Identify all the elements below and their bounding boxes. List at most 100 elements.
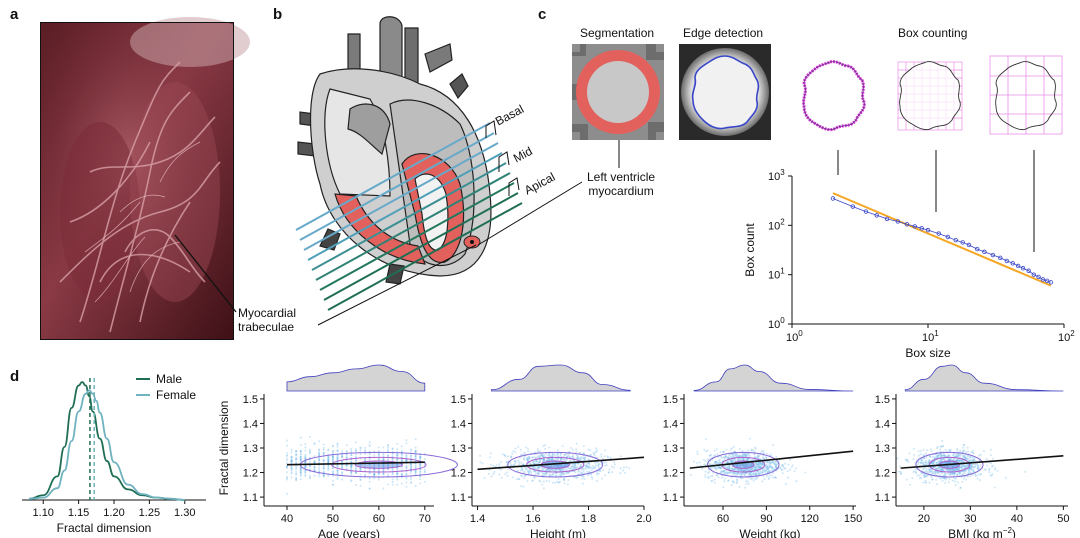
scatter-point [568, 467, 571, 470]
scatter-point [757, 462, 760, 465]
scatter-point [373, 473, 376, 476]
scatter-point [968, 466, 971, 469]
scatter-point [967, 464, 970, 467]
scatter-point [322, 467, 325, 470]
scatter-point [532, 461, 535, 464]
scatter-point [758, 472, 761, 475]
scatter-point [746, 457, 749, 460]
legend-female[interactable]: Female [136, 388, 196, 402]
scatter-point [756, 471, 759, 474]
scatter-point [405, 466, 408, 469]
scatter-point [414, 450, 417, 453]
scatter-point [723, 469, 726, 472]
scatter-point [761, 471, 764, 474]
scatter-point [308, 468, 311, 471]
scatter-point [710, 480, 713, 483]
scatter-point [764, 466, 767, 469]
scatter-point [327, 458, 330, 461]
scatter-point [531, 456, 534, 459]
scatter-point [912, 458, 915, 461]
scatter-point [733, 459, 736, 462]
x-axis-label: Fractal dimension [57, 521, 152, 535]
scatter-point [749, 437, 752, 440]
scatter-point [528, 470, 531, 473]
scatter-point [976, 477, 979, 480]
scatter-point [939, 468, 942, 471]
scatter-point [285, 476, 288, 479]
scatter-point [970, 465, 973, 468]
scatter-point [540, 454, 543, 457]
scatter-point [726, 461, 729, 464]
data-point [990, 252, 996, 258]
scatter-point [313, 461, 316, 464]
scatter-point [322, 466, 325, 469]
scatter-point [721, 476, 724, 479]
scatter-point [322, 452, 325, 455]
scatter-point [965, 463, 968, 466]
scatter-point [295, 460, 298, 463]
scatter-point [751, 477, 754, 480]
scatter-point [751, 467, 754, 470]
scatter-point [775, 463, 778, 466]
scatter-point [327, 461, 330, 464]
scatter-point [746, 469, 749, 472]
scatter-point [752, 472, 755, 475]
scatter-point [773, 468, 776, 471]
scatter-point [359, 473, 362, 476]
scatter-point [548, 473, 551, 476]
scatter-point [723, 469, 726, 472]
y-tick-label: 1.1 [663, 492, 678, 504]
scatter-point [992, 464, 995, 467]
scatter-point [940, 467, 943, 470]
scatter-point [759, 463, 762, 466]
scatter-point [724, 466, 727, 469]
scatter-point [712, 454, 715, 457]
scatter-point [327, 458, 330, 461]
scatter-point [522, 485, 525, 488]
scatter-point [974, 474, 977, 477]
scatter-point [500, 461, 503, 464]
scatter-point [948, 454, 951, 457]
scatter-point [295, 470, 298, 473]
data-point [1036, 274, 1041, 280]
scatter-point [962, 477, 965, 480]
scatter-point [354, 453, 357, 456]
scatter-point [973, 463, 976, 466]
scatter-point [541, 468, 544, 471]
scatter-point [760, 464, 763, 467]
scatter-point [740, 472, 743, 475]
scatter-point [304, 465, 307, 468]
scatter-point [771, 476, 774, 479]
scatter-point [954, 468, 957, 471]
scatter-point [587, 462, 590, 465]
scatter-point [773, 463, 776, 466]
data-point [974, 246, 980, 252]
scatter-point [318, 457, 321, 460]
scatter-point [551, 458, 554, 461]
scatter-point [359, 484, 362, 487]
scatter-point [728, 466, 731, 469]
scatter-point [299, 467, 302, 470]
scatter-point [706, 472, 709, 475]
scatter-point [528, 457, 531, 460]
scatter-point [939, 445, 942, 448]
scatter-point [724, 454, 727, 457]
scatter-point [740, 473, 743, 476]
scatter-point [400, 459, 403, 462]
scatter-point [918, 474, 921, 477]
scatter-point [350, 471, 353, 474]
x-tick-label: 60 [373, 513, 385, 525]
scatter-point [795, 467, 798, 470]
scatter-point [345, 456, 348, 459]
scatter-point [541, 454, 544, 457]
legend-male[interactable]: Male [136, 372, 182, 386]
scatter-point [625, 466, 628, 469]
scatter-point [905, 478, 908, 481]
scatter-point [964, 457, 967, 460]
scatter-point [956, 449, 959, 452]
scatter-point [755, 456, 758, 459]
scatter-point [556, 449, 559, 452]
scatter-point [532, 460, 535, 463]
scatter-point [990, 448, 993, 451]
scatter-point [925, 474, 928, 477]
